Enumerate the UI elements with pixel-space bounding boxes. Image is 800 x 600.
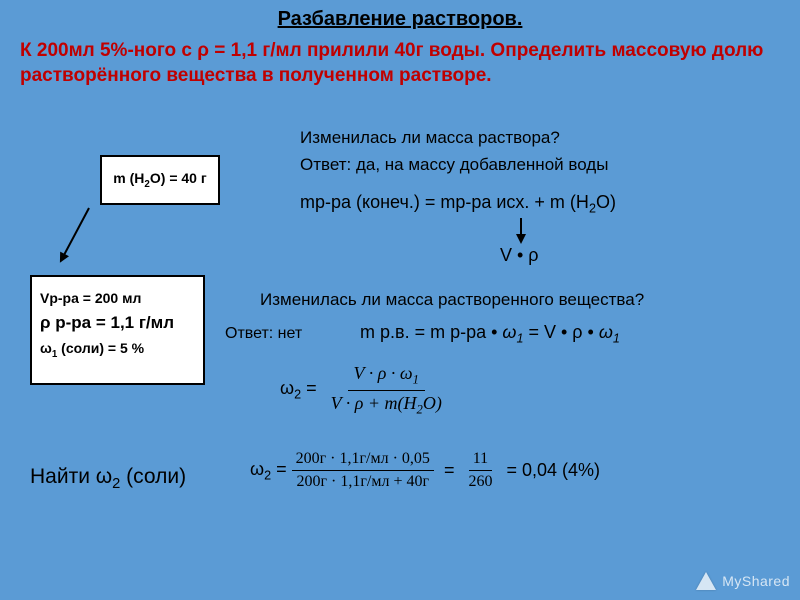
box2-line2: ρ р-ра = 1,1 г/мл bbox=[40, 309, 195, 336]
eq3-omega1: ω1 bbox=[502, 322, 523, 342]
question-2: Изменилась ли масса растворенного вещест… bbox=[260, 290, 644, 310]
frac3: 11 260 bbox=[464, 450, 496, 491]
arrow-to-vrho bbox=[520, 218, 522, 242]
frac3-num: 11 bbox=[469, 450, 492, 471]
equation-solute-mass: m р.в. = m р-ра • ω1 = V • ρ • ω1 bbox=[360, 322, 620, 346]
given-box-solution: Vр-ра = 200 мл ρ р-ра = 1,1 г/мл ω1 (сол… bbox=[30, 275, 205, 385]
given-box-water: m (H2O) = 40 г bbox=[100, 155, 220, 205]
eq3-p2: = V • ρ • bbox=[523, 322, 598, 342]
answer-2: Ответ: нет bbox=[225, 325, 302, 343]
problem-statement: К 200мл 5%-ного с ρ = 1,1 г/мл прилили 4… bbox=[0, 31, 800, 88]
frac1-den: V · ρ + m(H2O) bbox=[325, 391, 448, 418]
equation-vrho: V • ρ bbox=[500, 245, 539, 266]
frac1-num: V · ρ · ω1 bbox=[348, 363, 425, 391]
watermark: MyShared bbox=[696, 572, 790, 590]
formula-omega2: ω2 = V · ρ · ω1 V · ρ + m(H2O) bbox=[280, 363, 448, 417]
frac2-den: 200г · 1,1г/мл + 40г bbox=[292, 471, 433, 491]
frac2-num: 200г · 1,1г/мл · 0,05 bbox=[292, 450, 434, 471]
find-label: Найти ω2 (соли) bbox=[30, 465, 186, 492]
box2-line1: Vр-ра = 200 мл bbox=[40, 287, 195, 309]
frac1-fraction: V · ρ · ω1 V · ρ + m(H2O) bbox=[325, 363, 448, 417]
eq3-omega2: ω1 bbox=[599, 322, 620, 342]
arrow-to-box2 bbox=[60, 208, 90, 262]
watermark-text: MyShared bbox=[722, 573, 790, 589]
calculation-omega2: ω2 = 200г · 1,1г/мл · 0,05 200г · 1,1г/м… bbox=[250, 450, 600, 491]
frac3-den: 260 bbox=[464, 471, 496, 491]
equals-1: = bbox=[434, 460, 465, 481]
result-text: = 0,04 (4%) bbox=[496, 460, 600, 481]
box1-text: m (H2O) = 40 г bbox=[113, 170, 206, 190]
equation-mass-final: mр-ра (конеч.) = mр-ра исх. + m (H2O) bbox=[300, 192, 616, 216]
watermark-icon bbox=[696, 572, 716, 590]
eq3-p1: m р.в. = m р-ра • bbox=[360, 322, 502, 342]
frac2-main: 200г · 1,1г/мл · 0,05 200г · 1,1г/мл + 4… bbox=[292, 450, 434, 491]
frac1-label: ω2 = bbox=[280, 378, 317, 402]
answer-1: Ответ: да, на массу добавленной воды bbox=[300, 155, 608, 175]
frac2-label: ω2 = bbox=[250, 459, 292, 483]
question-1: Изменилась ли масса раствора? bbox=[300, 128, 560, 148]
slide-title: Разбавление растворов. bbox=[0, 0, 800, 31]
box2-line3: ω1 (соли) = 5 % bbox=[40, 337, 195, 362]
